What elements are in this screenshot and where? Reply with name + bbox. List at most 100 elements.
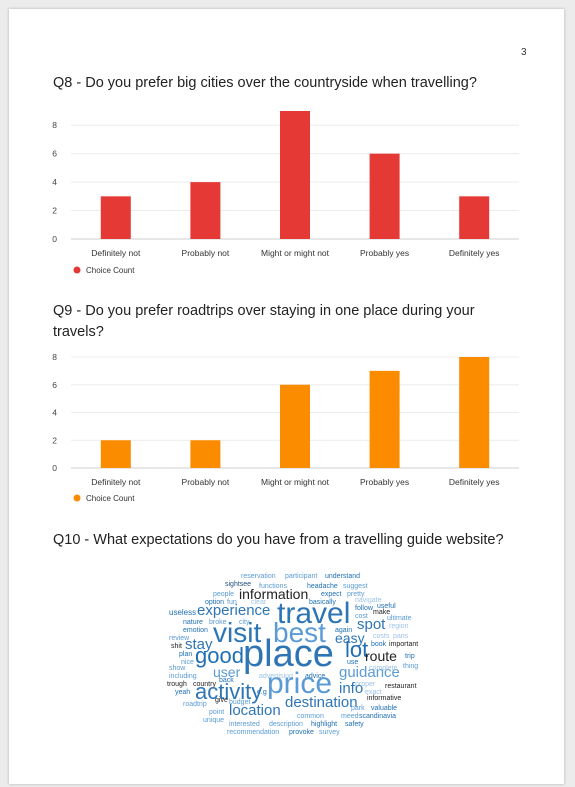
word-cloud-word: useless (169, 608, 197, 617)
word-cloud-word: sightsee (225, 581, 252, 588)
word-cloud-word: budget (229, 699, 251, 706)
question-title-q8: Q8 - Do you prefer big cities over the c… (53, 75, 477, 91)
word-cloud-word: recommendation (227, 729, 280, 736)
bar (459, 196, 490, 239)
word-cloud-word: lot (345, 637, 369, 662)
word-cloud-word: easy (335, 630, 365, 646)
bar (280, 111, 310, 239)
word-cloud-word: meed (341, 713, 359, 720)
word-cloud-word: visit (213, 617, 262, 648)
y-tick-label: 4 (52, 177, 57, 187)
word-cloud-word: destination (285, 694, 358, 711)
question-title-q9: Q9 - Do you prefer roadtrips over stayin… (53, 303, 475, 340)
word-cloud-word: give (215, 697, 228, 704)
word-cloud-word: fun (227, 599, 237, 606)
word-cloud-word: valuable (371, 705, 398, 712)
x-tick-label: Definitely yes (449, 477, 500, 487)
word-cloud-word: shit (171, 643, 182, 650)
word-cloud-word: exact (365, 689, 382, 696)
word-cloud-word: including (169, 673, 197, 680)
word-cloud-word: book (371, 641, 387, 648)
bar (100, 196, 131, 239)
word-cloud-word: again (335, 627, 353, 634)
bar (100, 440, 131, 468)
word-cloud-word: proper (355, 681, 376, 688)
word-cloud-word: scandinavia (359, 713, 396, 720)
word-cloud-word: make (373, 609, 391, 616)
word-cloud-word: useful (377, 603, 396, 610)
word-cloud-word: basically (309, 599, 336, 606)
y-tick-label: 0 (52, 463, 57, 473)
word-cloud-word: pretty (347, 591, 365, 598)
x-tick-label: Definitely not (91, 248, 141, 258)
word-cloud-word: informative (367, 695, 402, 702)
word-cloud-word: price (267, 667, 333, 700)
word-cloud-word: costs (373, 633, 390, 640)
bar (280, 384, 310, 468)
x-tick-label: Definitely yes (449, 248, 500, 258)
legend-marker (73, 494, 81, 502)
bar-chart-q9: 0 2 4 6 8 Definitely not Probably not Might or … (52, 352, 519, 503)
word-cloud-word: broke (209, 619, 227, 626)
word-cloud-word: important (389, 641, 419, 648)
word-cloud-word: highlight (311, 721, 338, 728)
word-cloud-word: functions (259, 583, 288, 590)
word-cloud-word: emotion (183, 627, 208, 634)
word-cloud-word: country (193, 681, 216, 688)
word-cloud-word: plan (179, 651, 193, 658)
word-cloud-word: spot (357, 616, 386, 633)
question-title-q10: Q10 - What expectations do you have from… (53, 532, 504, 548)
word-cloud-word: advice (305, 673, 326, 680)
word-cloud-word: suggest (343, 583, 368, 590)
bar (190, 440, 221, 468)
y-tick-label: 2 (52, 206, 57, 216)
word-cloud-word: common (297, 713, 324, 720)
word-cloud-word: use (347, 659, 359, 666)
word-cloud-word: reservation (241, 573, 276, 580)
word-cloud-word: experience (197, 602, 271, 619)
word-cloud-word: place (243, 633, 334, 675)
x-tick-label: Probably not (182, 477, 230, 487)
page-number: 3 (521, 47, 527, 58)
word-cloud-word: unique (203, 717, 225, 724)
word-cloud-word: nature (183, 619, 203, 626)
word-cloud-word: interested (229, 721, 260, 728)
y-tick-label: 8 (52, 120, 57, 130)
word-cloud-word: review (169, 635, 190, 642)
x-tick-label: Might or might not (261, 248, 330, 258)
word-cloud-word: best (273, 617, 326, 648)
document-page: 3 Q8 - Do you prefer big cities over the… (9, 9, 564, 784)
word-cloud-word: follow (355, 605, 373, 612)
y-tick-label: 6 (52, 380, 57, 390)
word-cloud-word: info (339, 680, 364, 697)
y-tick-label: 0 (52, 234, 57, 244)
word-cloud-word: understand (325, 573, 361, 580)
bar (190, 182, 221, 239)
word-cloud-word: thing (403, 663, 419, 670)
word-cloud-word: people (213, 591, 235, 598)
word-cloud-word: information (239, 586, 309, 602)
word-cloud-word: trough (167, 681, 187, 688)
word-cloud-word: survey (319, 729, 340, 736)
word-cloud-word: roadtrip (183, 701, 207, 708)
word-cloud-word: park (351, 705, 365, 712)
word-cloud-word: e.g (257, 689, 267, 696)
word-cloud-word: point (209, 709, 225, 716)
y-tick-label: 2 (52, 435, 57, 445)
word-cloud-word: yeah (175, 689, 191, 696)
word-cloud: reservation participant understand sightsee… (159, 565, 419, 745)
legend-label: Choice Count (86, 266, 135, 275)
word-cloud-word: ultimate (387, 615, 412, 622)
word-cloud-word: restaurant (385, 683, 417, 690)
word-cloud-word: back (219, 677, 234, 684)
x-tick-label: Definitely not (91, 477, 141, 487)
word-cloud-word: provoke (289, 729, 314, 736)
word-cloud-word: complete (369, 665, 398, 672)
word-cloud-word: advertising (259, 673, 293, 680)
word-cloud-word: participant (285, 573, 318, 580)
word-cloud-word: cost (355, 613, 368, 620)
legend-label: Choice Count (86, 494, 135, 503)
word-cloud-word: headache (307, 583, 338, 590)
word-cloud-word: show (169, 665, 186, 672)
word-cloud-word: description (269, 721, 303, 728)
